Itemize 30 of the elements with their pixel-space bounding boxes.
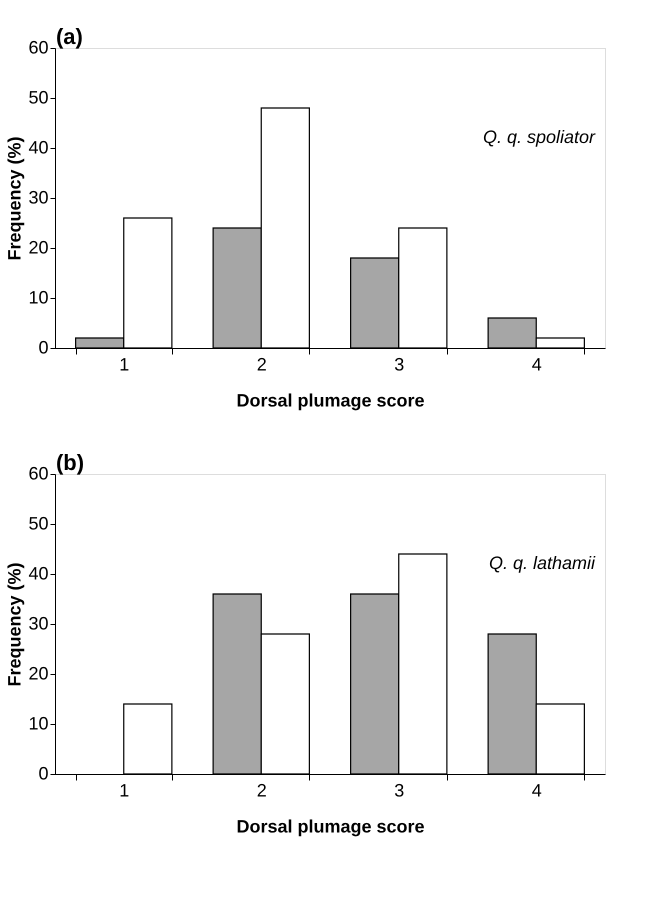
x-tick-label: 1 <box>119 354 130 374</box>
y-tick-label: 10 <box>28 714 48 734</box>
y-tick-label: 50 <box>28 88 48 108</box>
x-tick-label: 3 <box>394 780 404 800</box>
y-tick-label: 0 <box>38 764 48 784</box>
x-tick-label: 2 <box>256 354 267 374</box>
annotation: Q. q. spoliator <box>482 127 596 147</box>
x-tick-label: 3 <box>394 354 404 374</box>
chart-title: (b) <box>56 450 84 475</box>
x-axis-title: Dorsal plumage score <box>236 816 425 836</box>
x-tick-label: 1 <box>119 780 130 800</box>
x-tick-label: 4 <box>532 354 542 374</box>
y-tick-label: 60 <box>28 464 48 484</box>
y-tick-label: 20 <box>28 238 48 258</box>
x-tick-label: 2 <box>256 780 267 800</box>
y-tick-label: 10 <box>28 288 48 308</box>
y-axis-title: Frequency (%) <box>4 136 24 261</box>
y-tick-label: 20 <box>28 664 48 684</box>
x-tick-label: 4 <box>532 780 542 800</box>
chart-title: (a) <box>56 24 83 49</box>
y-tick-label: 40 <box>28 138 48 158</box>
y-tick-label: 0 <box>38 338 48 358</box>
y-tick-label: 40 <box>28 564 48 584</box>
y-tick-label: 30 <box>28 614 48 634</box>
y-tick-label: 50 <box>28 514 48 534</box>
annotation: Q. q. lathamii <box>488 553 596 573</box>
x-axis-title: Dorsal plumage score <box>236 390 425 410</box>
y-axis-title: Frequency (%) <box>4 562 24 687</box>
y-tick-label: 60 <box>28 38 48 58</box>
y-tick-label: 30 <box>28 188 48 208</box>
